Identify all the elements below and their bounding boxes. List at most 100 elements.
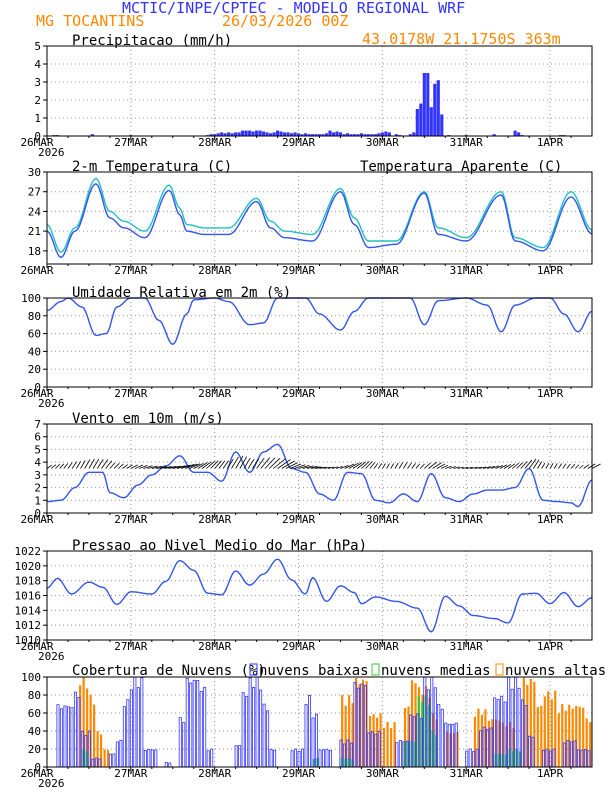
x-date-label: 30MAR (366, 767, 399, 780)
wind-vector (499, 464, 508, 469)
precip-bar (377, 133, 381, 136)
wind-vector (583, 464, 590, 469)
precip-bar (412, 132, 416, 136)
wind-vector (273, 458, 286, 469)
cloud-bar-nuvens-baixas (440, 708, 444, 768)
y-tick-label: 1 (34, 112, 41, 125)
wind-vector (570, 463, 576, 469)
cloud-bar-nuvens-baixas (189, 682, 193, 768)
precip-bar (265, 132, 269, 136)
wind-vector (46, 464, 53, 469)
x-year-label: 2026 (38, 777, 65, 790)
y-tick-label: 0 (34, 130, 41, 143)
precip-bar (321, 134, 325, 136)
series-line-0 (46, 443, 593, 508)
precip-bar (338, 132, 343, 136)
cloud-bar-nuvens-baixas (587, 750, 591, 768)
wind-vector (264, 457, 276, 469)
wind-vector (319, 466, 327, 469)
precip-bar (90, 134, 94, 136)
wind-vector (356, 461, 367, 469)
legend-label: nuvens altas (505, 663, 606, 679)
wind-vector (512, 462, 520, 469)
cloud-bar-nuvens-baixas (66, 706, 70, 768)
wind-vector (252, 458, 260, 469)
cloud-bar-nuvens-baixas (255, 676, 259, 768)
precip-bar (237, 132, 241, 136)
series-line-0 (46, 177, 593, 254)
cloud-bar-nuvens-altas (82, 677, 85, 767)
x-date-label: 28MAR (198, 387, 231, 400)
wind-vector (84, 459, 91, 469)
wind-vector (306, 465, 318, 469)
wind-vector (76, 461, 82, 469)
cloud-bar-nuvens-baixas (360, 683, 364, 768)
y-tick-label: 60 (28, 707, 41, 720)
cloud-bar-nuvens-baixas (573, 740, 577, 768)
wind-vector (424, 462, 431, 469)
legend-label: nuvens baixas (259, 663, 369, 679)
cloud-bar-nuvens-altas (568, 704, 571, 767)
cloud-bar-nuvens-altas (547, 691, 550, 767)
y-tick-label: 21 (28, 225, 41, 238)
cloud-bar-nuvens-baixas (451, 723, 455, 768)
y-tick-label: 3 (34, 469, 41, 482)
panel-title: Cobertura de Nuvens (%) (72, 663, 266, 679)
precip-bar (408, 134, 412, 136)
precip-bar (307, 134, 311, 136)
x-date-label: 30MAR (366, 640, 399, 653)
wind-vector (260, 457, 271, 469)
precip-bar (356, 134, 360, 136)
cloud-bar-nuvens-baixas (77, 697, 81, 768)
wind-vector (415, 463, 421, 469)
wind-vector (298, 464, 310, 469)
wind-vector (243, 457, 251, 469)
precip-bar (513, 130, 517, 136)
precip-bar (440, 114, 444, 136)
cloud-bar-nuvens-altas (100, 734, 103, 767)
precip-bar (429, 107, 433, 136)
y-tick-label: 0 (34, 381, 41, 394)
wind-vector (210, 460, 219, 469)
precip-bar (335, 131, 339, 136)
precip-bar (415, 109, 419, 136)
wind-vector (348, 462, 359, 469)
wind-vector (457, 466, 464, 469)
panel-frame (46, 550, 593, 641)
cloud-bar-nuvens-baixas (328, 749, 332, 768)
wind-vector (50, 464, 57, 469)
x-date-label: 28MAR (198, 767, 231, 780)
cloud-bar-nuvens-altas (564, 710, 567, 767)
precip-bar (331, 132, 336, 136)
header-coords: 43.0178W 21.1750S 363m (362, 30, 561, 48)
wind-vector (134, 464, 144, 469)
y-tick-label: 2 (34, 482, 41, 495)
wind-vector (281, 460, 295, 469)
wind-vector (579, 464, 584, 469)
y-tick-label: 20 (28, 743, 41, 756)
wind-vector (109, 462, 116, 469)
precip-bar (328, 130, 332, 136)
cloud-bar-nuvens-altas (382, 727, 386, 767)
wind-vector (151, 465, 163, 469)
cloud-bar-nuvens-baixas (353, 681, 357, 768)
wind-vector (147, 465, 158, 469)
cloud-bar-nuvens-baixas (91, 758, 95, 768)
series-line-0 (46, 297, 593, 346)
precip-bar (279, 131, 283, 136)
wind-vector (143, 465, 153, 469)
cloud-bar-nuvens-altas (575, 705, 578, 767)
x-year-label: 2026 (38, 146, 65, 159)
panel-3: 0 20 40 60 80 100 26MAR 27MAR 28MAR 29MAR 30MAR 31M… (20, 285, 593, 410)
wind-vector (562, 463, 567, 469)
wind-vector (574, 464, 580, 469)
precip-bar (363, 134, 367, 136)
panel-frame (46, 171, 593, 265)
y-tick-label: 0 (34, 761, 41, 774)
wind-vector (277, 459, 291, 469)
wind-vector (101, 459, 109, 469)
x-date-label: 28MAR (198, 264, 231, 277)
precip-bar (380, 132, 384, 136)
cloud-bar-nuvens-altas (103, 749, 106, 767)
